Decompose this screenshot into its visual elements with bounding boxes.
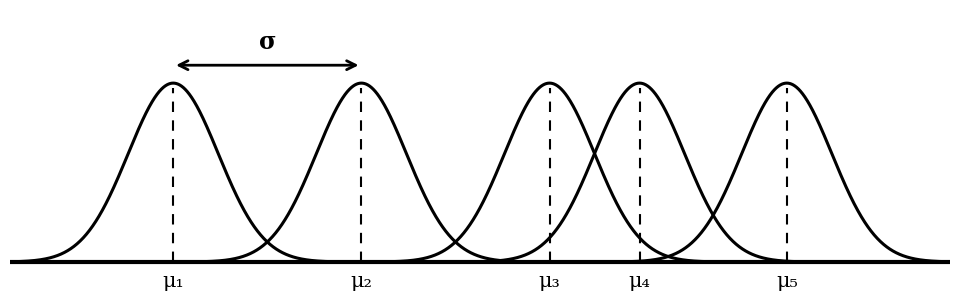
Text: μ₁: μ₁ bbox=[162, 272, 184, 291]
Text: μ₅: μ₅ bbox=[776, 272, 798, 291]
Text: μ₂: μ₂ bbox=[350, 272, 372, 291]
Text: σ: σ bbox=[258, 30, 276, 54]
Text: μ₃: μ₃ bbox=[539, 272, 561, 291]
Text: μ₄: μ₄ bbox=[629, 272, 651, 291]
